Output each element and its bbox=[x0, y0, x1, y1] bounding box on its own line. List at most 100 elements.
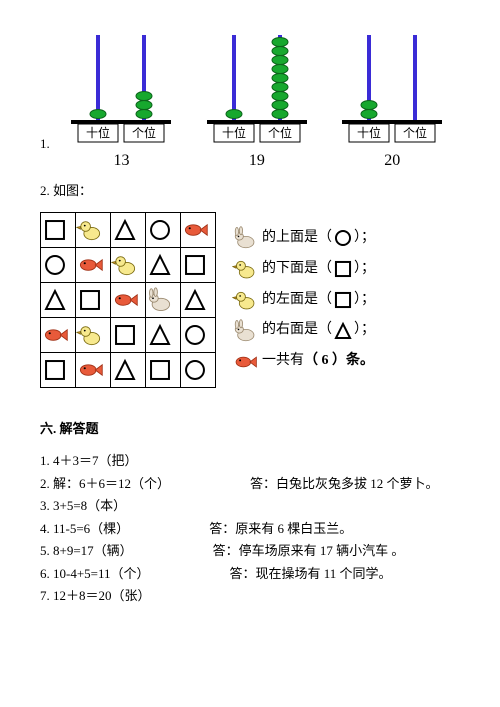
tri-icon bbox=[146, 251, 180, 279]
answer-text: 答：原来有 6 棵白玉兰。 bbox=[209, 521, 352, 536]
grid-cell bbox=[146, 318, 181, 353]
duck-icon bbox=[232, 287, 258, 313]
grid-cell bbox=[146, 248, 181, 283]
clue-list: 的上面是（）；的下面是（）；的左面是（）；的右面是（）；一共有（ 6 ）条。 bbox=[232, 223, 375, 377]
grid-cell bbox=[111, 248, 146, 283]
svg-text:个位: 个位 bbox=[268, 125, 292, 140]
grid-cell bbox=[41, 353, 76, 388]
clue-text: 的下面是（ bbox=[262, 254, 332, 285]
abacus-number: 19 bbox=[249, 152, 265, 170]
clue-answer-text: （ 6 ）条。 bbox=[304, 346, 374, 377]
q1-label: 1. bbox=[40, 136, 50, 152]
clue-answer-shape bbox=[332, 227, 354, 249]
clue-row: 的上面是（ ）； bbox=[232, 223, 375, 254]
clue-text: 的上面是（ bbox=[262, 223, 332, 254]
abacus-2: 十位个位20 bbox=[337, 30, 447, 170]
clue-text: ）； bbox=[354, 254, 375, 285]
grid-cell bbox=[76, 353, 111, 388]
tri-icon bbox=[41, 286, 75, 314]
grid-cell bbox=[111, 283, 146, 318]
grid-cell bbox=[146, 213, 181, 248]
answer-line: 3. 3+5=8（本） bbox=[40, 496, 460, 516]
grid-cell bbox=[111, 213, 146, 248]
answer-line: 6. 10-4+5=11（个） 答：现在操场有 11 个同学。 bbox=[40, 564, 460, 584]
answer-expr: 5. 8+9=17（辆） bbox=[40, 543, 133, 558]
answer-text: 答：白兔比灰兔多拔 12 个萝卜。 bbox=[250, 476, 439, 491]
clue-row: 的左面是（ ）； bbox=[232, 285, 375, 316]
clue-row: 的下面是（ ）； bbox=[232, 254, 375, 285]
answer-text: 答：现在操场有 11 个同学。 bbox=[230, 566, 392, 581]
clue-text: 的右面是（ bbox=[262, 315, 332, 346]
tri-icon bbox=[181, 286, 215, 314]
abacus-row: 1. 十位个位13十位个位19十位个位20 bbox=[40, 30, 460, 170]
grid-cell bbox=[181, 318, 216, 353]
fish-icon bbox=[232, 349, 258, 375]
duck-icon bbox=[232, 256, 258, 282]
fish-icon bbox=[76, 356, 110, 384]
answers-block: 1. 4＋3＝7（把） 2. 解：6＋6＝12（个） 答：白兔比灰兔多拔 12 个萝… bbox=[40, 451, 460, 606]
answer-line: 1. 4＋3＝7（把） bbox=[40, 451, 460, 471]
svg-text:个位: 个位 bbox=[403, 125, 427, 140]
sq-icon bbox=[181, 251, 215, 279]
fish-icon bbox=[111, 286, 145, 314]
abacus-1: 十位 个位19 bbox=[202, 30, 312, 170]
rabbit-icon bbox=[232, 318, 258, 344]
sq-icon bbox=[76, 286, 110, 314]
clue-text: ）； bbox=[354, 285, 375, 316]
clue-answer-shape bbox=[332, 289, 354, 311]
answer-expr: 2. 解：6＋6＝12（个） bbox=[40, 476, 170, 491]
grid-cell bbox=[76, 248, 111, 283]
answer-expr: 6. 10-4+5=11（个） bbox=[40, 566, 150, 581]
clue-text: ）； bbox=[354, 315, 375, 346]
answer-line: 5. 8+9=17（辆） 答：停车场原来有 17 辆小汽车 。 bbox=[40, 541, 460, 561]
duck-icon bbox=[111, 251, 145, 279]
duck-icon bbox=[76, 216, 110, 244]
clue-text: ）； bbox=[354, 223, 375, 254]
shape-grid bbox=[40, 212, 216, 388]
grid-cell bbox=[41, 213, 76, 248]
tri-icon bbox=[146, 321, 180, 349]
grid-cell bbox=[41, 318, 76, 353]
clue-answer-shape bbox=[332, 258, 354, 280]
grid-cell bbox=[41, 248, 76, 283]
svg-text:十位: 十位 bbox=[222, 125, 246, 140]
svg-text:十位: 十位 bbox=[357, 125, 381, 140]
grid-section: 的上面是（）；的下面是（）；的左面是（）；的右面是（）；一共有（ 6 ）条。 bbox=[40, 212, 460, 388]
section6-title: 六. 解答题 bbox=[40, 418, 460, 437]
grid-cell bbox=[76, 213, 111, 248]
grid-cell bbox=[181, 213, 216, 248]
abacus-0: 十位个位13 bbox=[66, 30, 176, 170]
grid-cell bbox=[146, 353, 181, 388]
circ-icon bbox=[146, 216, 180, 244]
grid-cell bbox=[76, 283, 111, 318]
clue-answer-shape bbox=[332, 320, 354, 342]
grid-cell bbox=[111, 353, 146, 388]
q2-label: 2. 如图： bbox=[40, 180, 460, 199]
circ-icon bbox=[41, 251, 75, 279]
answer-line: 7. 12＋8＝20（张） bbox=[40, 586, 460, 606]
answer-line: 4. 11-5=6（棵） 答：原来有 6 棵白玉兰。 bbox=[40, 519, 460, 539]
answer-expr: 4. 11-5=6（棵） bbox=[40, 521, 129, 536]
circ-icon bbox=[181, 321, 215, 349]
grid-cell bbox=[111, 318, 146, 353]
clue-row: 一共有（ 6 ）条。 bbox=[232, 346, 375, 377]
fish-icon bbox=[41, 321, 75, 349]
abacus-number: 13 bbox=[113, 152, 129, 170]
grid-cell bbox=[146, 283, 181, 318]
clue-text: 的左面是（ bbox=[262, 285, 332, 316]
grid-cell bbox=[41, 283, 76, 318]
sq-icon bbox=[41, 356, 75, 384]
grid-cell bbox=[181, 248, 216, 283]
clue-text: 一共有 bbox=[262, 346, 304, 377]
answer-line: 2. 解：6＋6＝12（个） 答：白兔比灰兔多拔 12 个萝卜。 bbox=[40, 474, 460, 494]
grid-cell bbox=[76, 318, 111, 353]
sq-icon bbox=[146, 356, 180, 384]
grid-cell bbox=[181, 353, 216, 388]
grid-cell bbox=[181, 283, 216, 318]
fish-icon bbox=[76, 251, 110, 279]
sq-icon bbox=[41, 216, 75, 244]
fish-icon bbox=[181, 216, 215, 244]
tri-icon bbox=[111, 216, 145, 244]
tri-icon bbox=[111, 356, 145, 384]
answer-text: 答：停车场原来有 17 辆小汽车 。 bbox=[213, 543, 405, 558]
